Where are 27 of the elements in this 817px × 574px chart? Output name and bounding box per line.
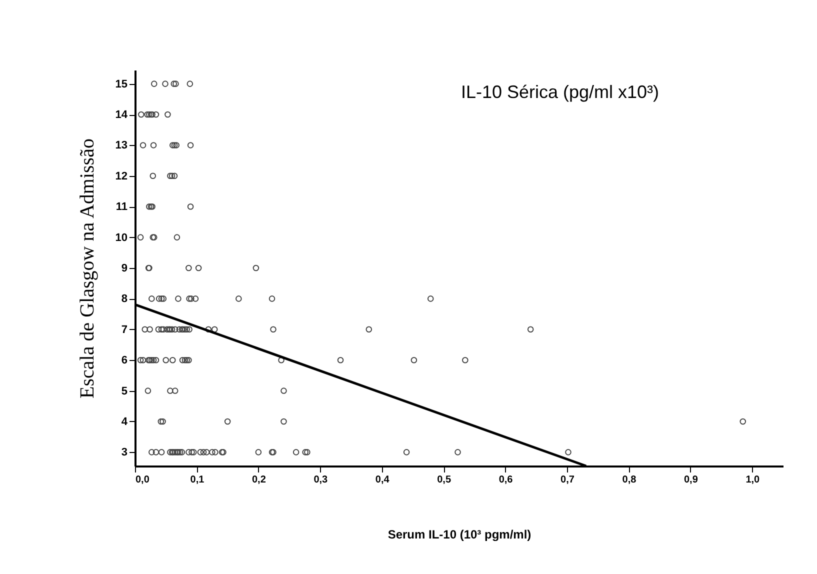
x-tick-label: 0,9	[684, 474, 698, 486]
y-tick-label: 3	[121, 446, 128, 459]
y-tick-label: 9	[121, 262, 128, 274]
y-tick-label: 8	[121, 293, 128, 306]
y-tick-label: 14	[115, 109, 128, 122]
y-axis-title: Escala de Glasgow na Admissão	[76, 138, 98, 398]
x-tick-label: 0,3	[314, 474, 328, 486]
x-tick-label: 0,8	[622, 474, 637, 486]
y-tick-label: 4	[121, 416, 128, 428]
x-tick-label: 0,7	[560, 474, 575, 486]
x-tick-label: 0,0	[136, 474, 150, 486]
y-tick-label: 12	[115, 170, 128, 182]
y-tick-label: 11	[116, 201, 128, 214]
x-tick-label: 0,1	[190, 474, 205, 486]
y-tick-label: 13	[115, 140, 128, 152]
x-axis-title: Serum IL-10 (10³ pgm/ml)	[388, 528, 532, 542]
annotation: IL-10 Sérica (pg/ml x10³)	[460, 82, 660, 102]
y-tick-label: 15	[115, 78, 128, 90]
y-tick-label: 10	[115, 232, 128, 244]
x-tick-label: 0,6	[498, 474, 514, 486]
y-tick-label: 5	[121, 385, 128, 398]
x-tick-label: 0,4	[375, 474, 390, 486]
x-tick-label: 0,5	[437, 474, 452, 486]
y-tick-label: 6	[121, 354, 128, 367]
y-tick-label: 7	[121, 324, 128, 336]
x-tick-label: 0,2	[252, 474, 266, 486]
x-tick-label: 1,0	[746, 474, 760, 486]
